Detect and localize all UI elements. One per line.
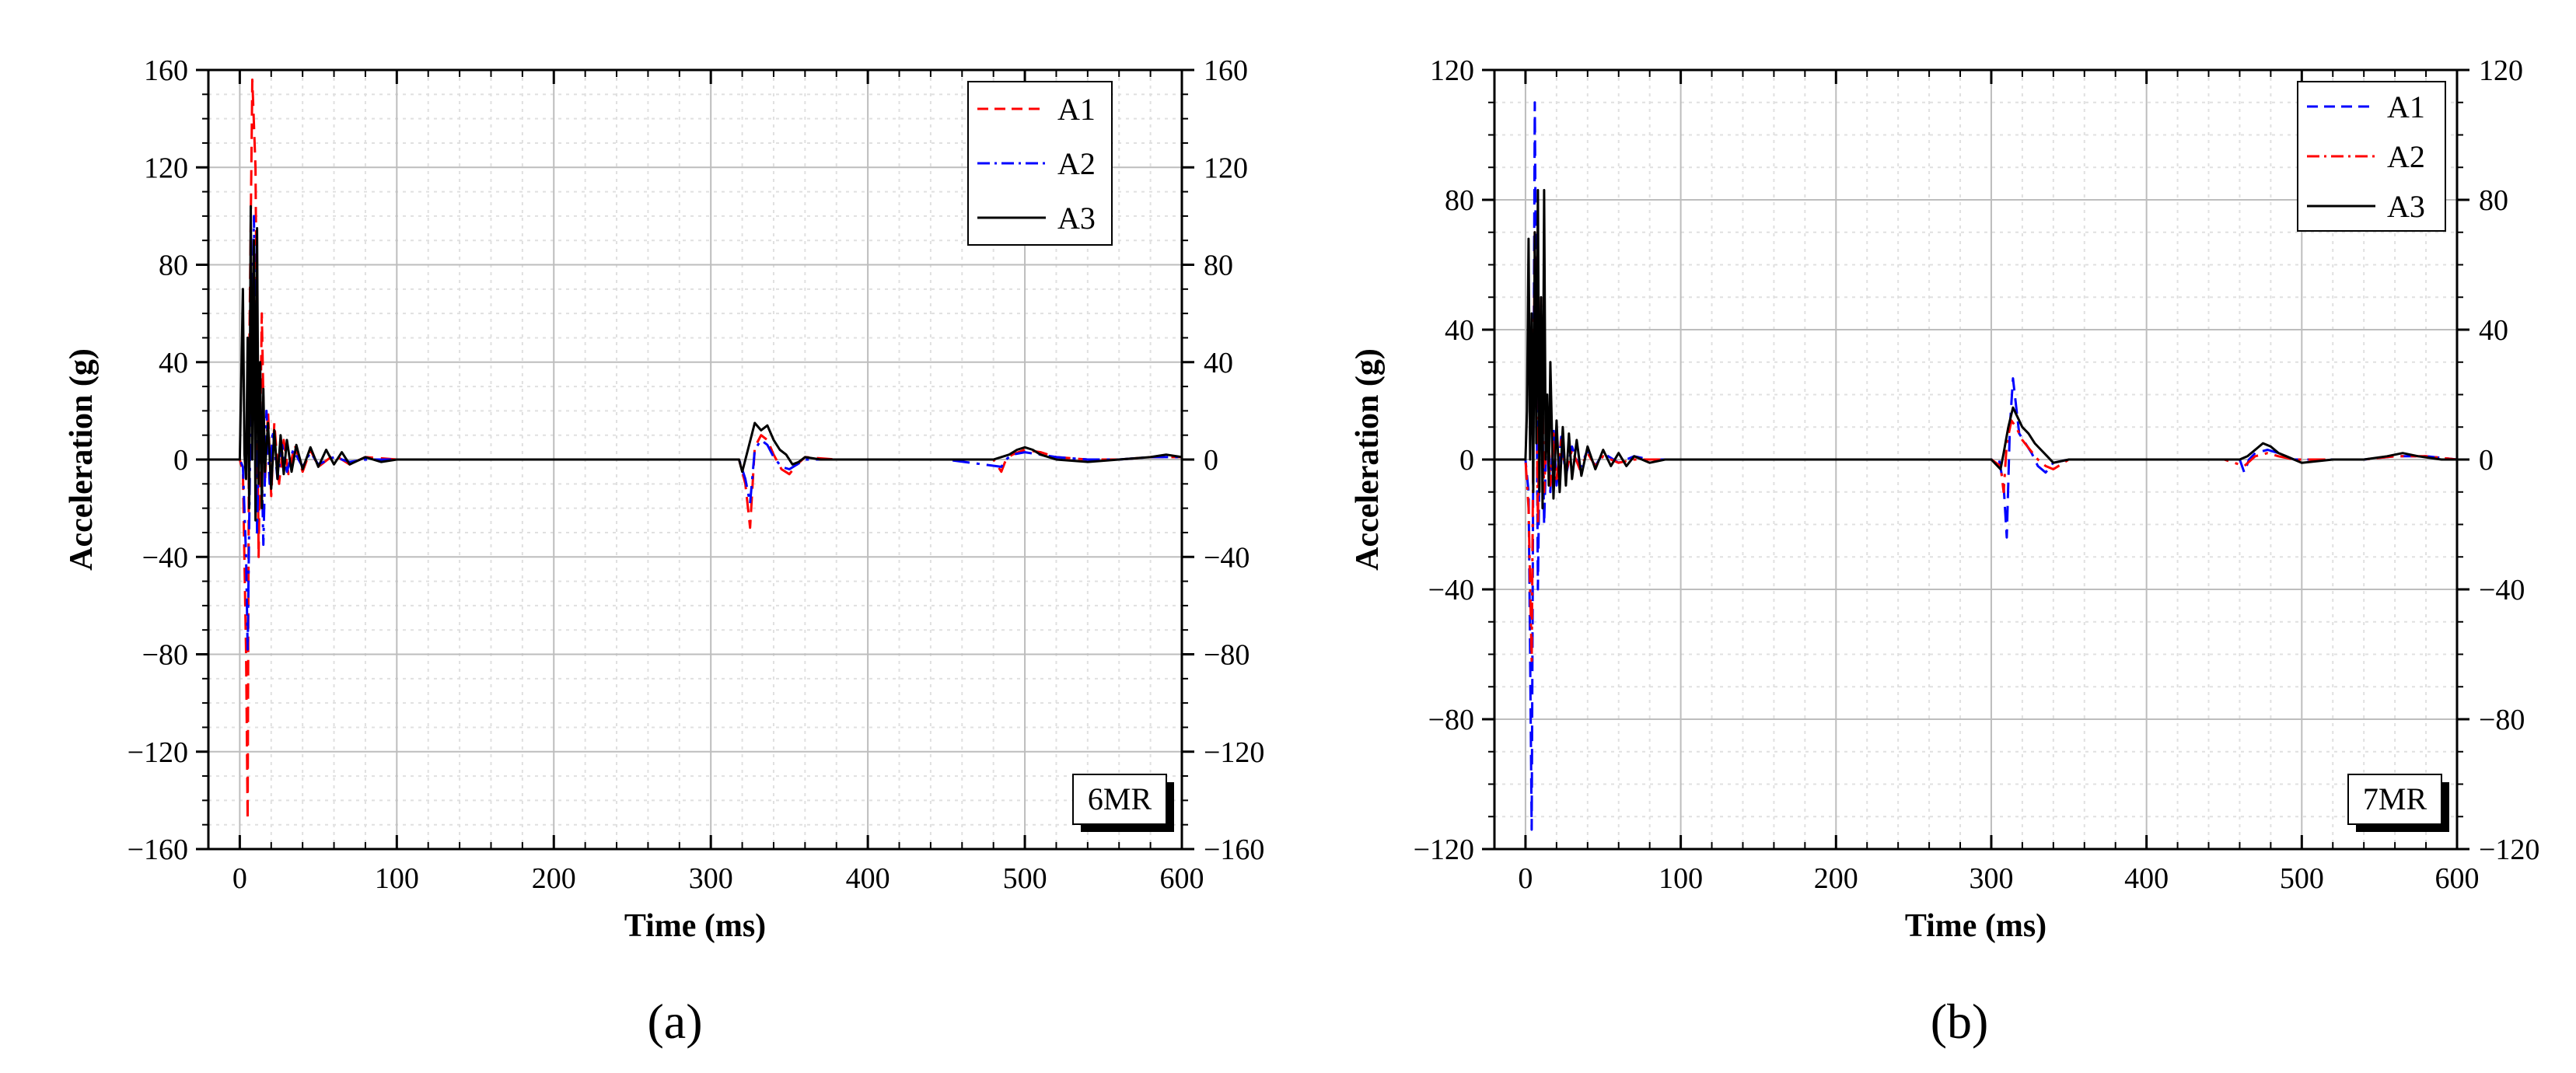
- panel-b-x-tick-label: 100: [1658, 862, 1703, 895]
- panel-a-x-tick-label: 300: [689, 862, 733, 895]
- panel-b-x-tick-label: 300: [1969, 862, 2013, 895]
- panel-a-y-tick-label-right: −160: [1204, 834, 1264, 866]
- panel-b-y-tick-label-left: 0: [1459, 444, 1474, 477]
- panel-b-x-tick-label: 200: [1814, 862, 1858, 895]
- panel-a-x-tick-label: 200: [532, 862, 576, 895]
- panel-a-caption: (a): [647, 994, 702, 1049]
- panel-b-x-tick-label: 0: [1518, 862, 1533, 895]
- panel-a-legend-label-a2: A2: [1057, 146, 1096, 181]
- panel-a-legend-label-a1: A1: [1057, 92, 1096, 127]
- panel-b-y-tick-label-right: 0: [2479, 444, 2494, 477]
- panel-b-y-tick-label-left: −120: [1414, 834, 1474, 866]
- panel-a-y-tick-label-left: 160: [144, 54, 188, 87]
- panel-b-series-a3-line: [1494, 189, 2457, 510]
- panel-a-y-tick-label-right: 80: [1204, 250, 1233, 282]
- panel-a-x-axis-title: Time (ms): [624, 908, 766, 944]
- panel-b-tag-box: [2347, 774, 2442, 825]
- panel-a-y-tick-label-left: 80: [159, 250, 188, 282]
- panel-b-x-tick-label: 400: [2124, 862, 2169, 895]
- panel-b-caption: (b): [1931, 994, 1989, 1049]
- panel-b-legend-label-a2: A2: [2387, 139, 2425, 174]
- panel-b-chart: 0 100 200 300 400 500 600−120 −120−80 −80−40 −400…: [1350, 54, 2539, 1049]
- panel-a-y-tick-label-right: 0: [1204, 444, 1218, 477]
- panel-a-y-tick-label-right: −120: [1204, 736, 1264, 769]
- panel-a-y-tick-label-left: −40: [142, 541, 188, 574]
- panel-b-y-tick-label-left: 80: [1445, 184, 1474, 217]
- panel-b-series-a1-line: [1494, 101, 2458, 831]
- panel-b-x-tick-label: 500: [2280, 862, 2324, 895]
- panel-b-y-axis-title: Acceleration (g): [1350, 348, 1386, 571]
- panel-b-tag-label: 7MR: [2363, 781, 2427, 816]
- panel-a-tag-box: [1072, 774, 1167, 825]
- panel-a-y-tick-label-right: 40: [1204, 347, 1233, 379]
- panel-a-x-tick-label: 100: [375, 862, 419, 895]
- panel-b-y-tick-label-right: −80: [2479, 704, 2525, 736]
- panel-b-y-tick-label-right: −120: [2479, 834, 2539, 866]
- panel-b-y-tick-label-left: 40: [1445, 314, 1474, 347]
- panel-a-y-tick-label-right: 120: [1204, 152, 1248, 184]
- panel-b-y-tick-label-right: 40: [2479, 314, 2508, 347]
- panel-b-y-tick-label-left: 120: [1430, 54, 1474, 87]
- panel-a-x-tick-label: 500: [1003, 862, 1047, 895]
- panel-a-legend-label-a3: A3: [1057, 201, 1096, 236]
- panel-a-y-tick-label-left: −80: [142, 639, 188, 672]
- panel-a-y-tick-label-right: −40: [1204, 541, 1250, 574]
- panel-b-y-tick-label-right: 80: [2479, 184, 2508, 217]
- panel-b-legend-label-a3: A3: [2387, 189, 2425, 224]
- panel-a-y-axis-title: Acceleration (g): [64, 348, 100, 571]
- panel-a-y-tick-label-right: 160: [1204, 54, 1248, 87]
- panel-a-x-tick-label: 400: [846, 862, 890, 895]
- panel-a-y-tick-label-left: 0: [173, 444, 188, 477]
- panel-b-y-tick-label-left: −80: [1428, 704, 1474, 736]
- panel-a-series-a3-line: [208, 204, 1183, 522]
- panel-a-y-tick-label-left: 120: [144, 152, 188, 184]
- panel-b-y-tick-label-right: 120: [2479, 54, 2523, 87]
- panel-a-x-tick-label: 600: [1160, 862, 1204, 895]
- panel-a-y-tick-label-right: −80: [1204, 639, 1250, 672]
- panel-a-y-tick-label-left: −120: [128, 736, 188, 769]
- panel-b-y-tick-label-left: −40: [1428, 574, 1474, 606]
- panel-b-x-tick-label: 600: [2435, 862, 2480, 895]
- panel-b-x-axis-title: Time (ms): [1905, 908, 2046, 944]
- panel-a-x-tick-label: 0: [232, 862, 247, 895]
- panel-a-chart: 0 100 200 300 400 500 600−160 −160−120 −120−80 −8…: [64, 54, 1264, 1049]
- panel-b-y-tick-label-right: −40: [2479, 574, 2525, 606]
- panel-a-y-tick-label-left: −160: [128, 834, 188, 866]
- panel-a-tag-label: 6MR: [1088, 781, 1152, 816]
- panel-a-y-tick-label-left: 40: [159, 347, 188, 379]
- panel-b-legend-label-a1: A1: [2387, 89, 2425, 124]
